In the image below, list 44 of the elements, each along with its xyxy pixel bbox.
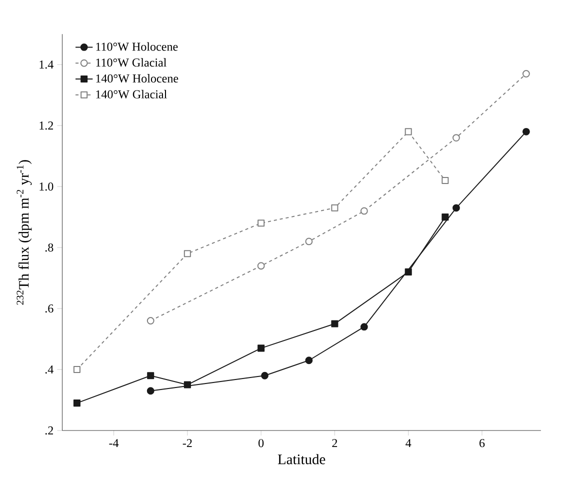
point (452, 204, 460, 212)
x-tick-label: -4 (109, 439, 119, 448)
legend-label: 110°W Glacial (96, 58, 166, 67)
x-axis-title: Latitude (278, 454, 326, 464)
point (331, 204, 338, 212)
y-tick-label: .4 (45, 366, 54, 374)
x-tick-label: -2 (182, 439, 192, 448)
point (257, 262, 265, 270)
point (452, 134, 460, 142)
legend-label: 140°W Holocene (96, 74, 178, 83)
y-tick-label: .8 (45, 244, 54, 252)
x-tick-label: 2 (332, 439, 338, 448)
y-tick-label: .6 (45, 304, 54, 313)
point (146, 317, 154, 325)
point (522, 70, 530, 78)
point (331, 320, 338, 328)
point (261, 372, 268, 380)
point (360, 323, 368, 331)
point (184, 381, 191, 388)
y-axis-title: $^{232}$Th flux (dpm m$^{-2}$ yr$^{-1}$) (16, 160, 32, 305)
point (73, 366, 80, 374)
x-tick-label: 4 (406, 439, 412, 448)
point (258, 344, 265, 352)
y-tick-label: .2 (45, 426, 53, 435)
point (305, 356, 313, 364)
point (305, 238, 313, 246)
point (442, 177, 449, 184)
point (73, 400, 80, 407)
point (404, 128, 412, 136)
point (522, 128, 530, 136)
legend-label: 140°W Glacial (96, 90, 167, 99)
y-tick-label: 1.4 (40, 60, 54, 69)
point (146, 387, 154, 395)
point (147, 372, 154, 380)
point (404, 268, 412, 276)
point (442, 214, 449, 221)
point (258, 220, 265, 227)
y-tick-label: 1.2 (40, 122, 53, 130)
point (360, 207, 368, 215)
x-tick-label: 6 (480, 439, 485, 448)
point (184, 250, 191, 258)
legend-label: 110°W Holocene (96, 42, 178, 51)
y-tick-label: 1.0 (40, 182, 54, 191)
x-tick-label: 0 (258, 439, 264, 448)
